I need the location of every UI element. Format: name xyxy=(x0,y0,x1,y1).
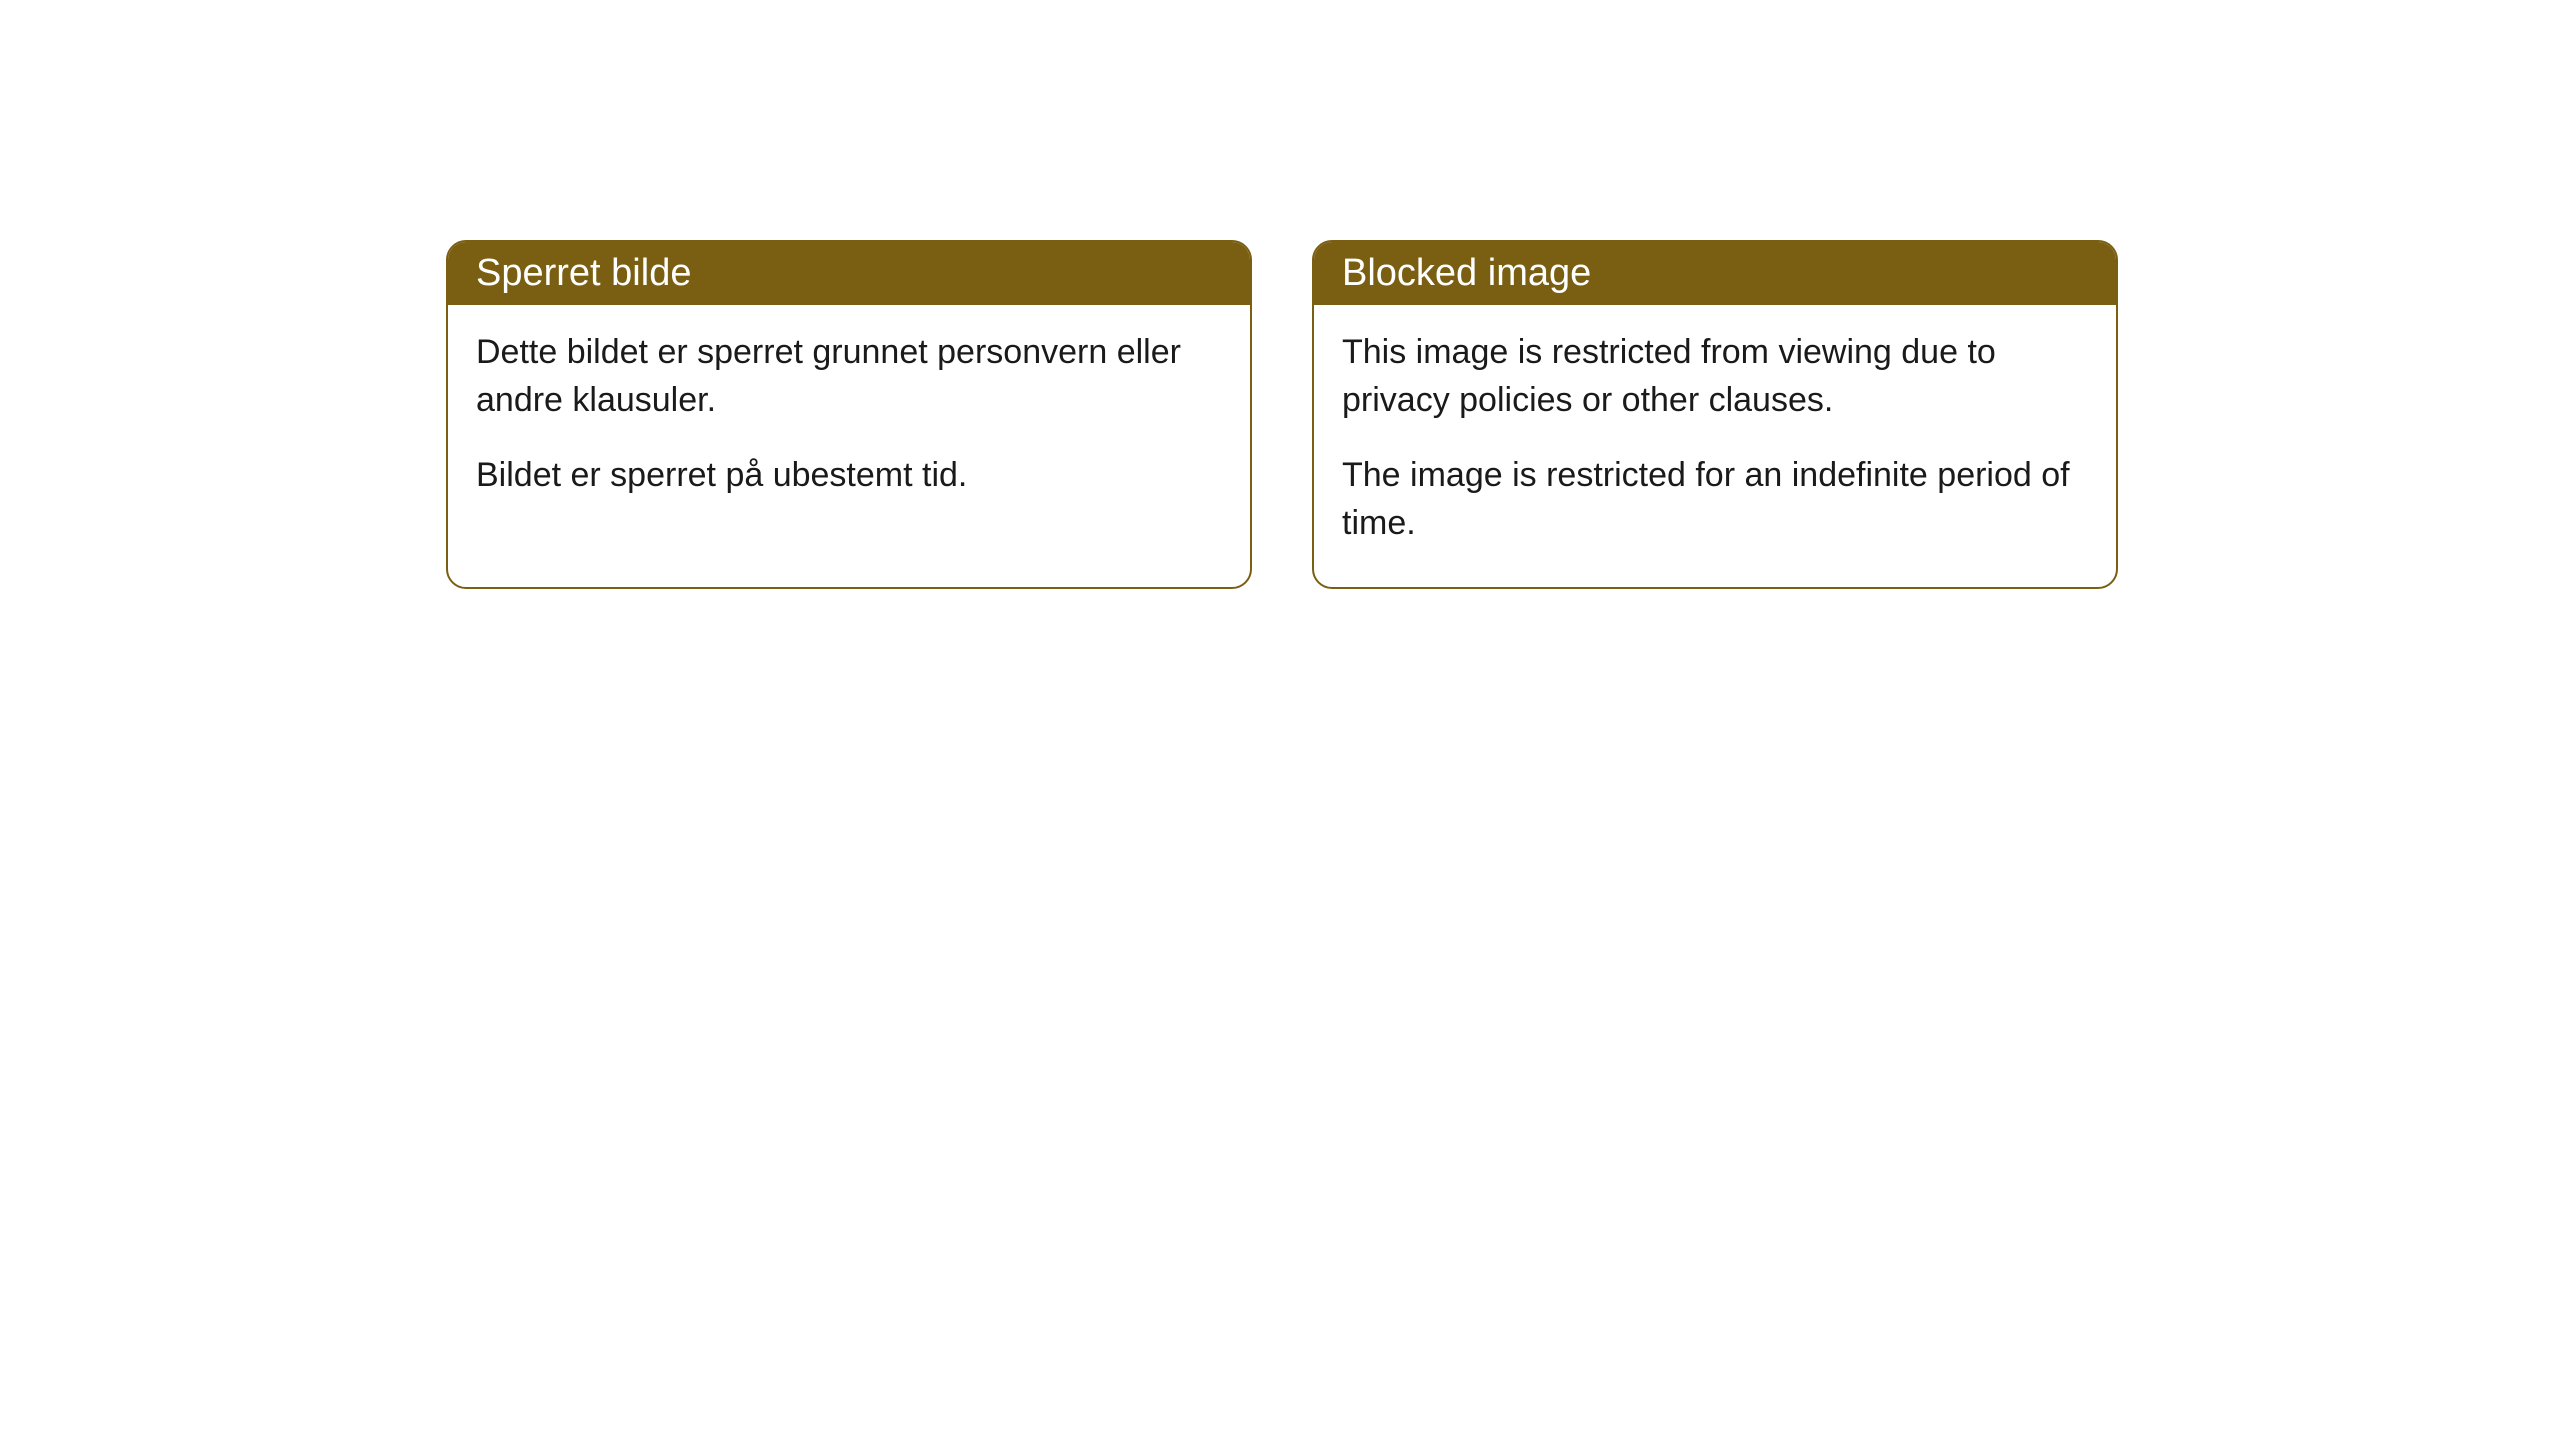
card-english: Blocked image This image is restricted f… xyxy=(1312,240,2118,589)
card-paragraph-1: This image is restricted from viewing du… xyxy=(1342,329,2088,424)
card-body-english: This image is restricted from viewing du… xyxy=(1314,305,2116,587)
card-norwegian: Sperret bilde Dette bildet er sperret gr… xyxy=(446,240,1252,589)
card-header-english: Blocked image xyxy=(1314,242,2116,305)
card-body-norwegian: Dette bildet er sperret grunnet personve… xyxy=(448,305,1250,540)
card-paragraph-2: The image is restricted for an indefinit… xyxy=(1342,452,2088,547)
cards-container: Sperret bilde Dette bildet er sperret gr… xyxy=(446,240,2560,589)
card-paragraph-2: Bildet er sperret på ubestemt tid. xyxy=(476,452,1222,500)
card-paragraph-1: Dette bildet er sperret grunnet personve… xyxy=(476,329,1222,424)
card-header-norwegian: Sperret bilde xyxy=(448,242,1250,305)
